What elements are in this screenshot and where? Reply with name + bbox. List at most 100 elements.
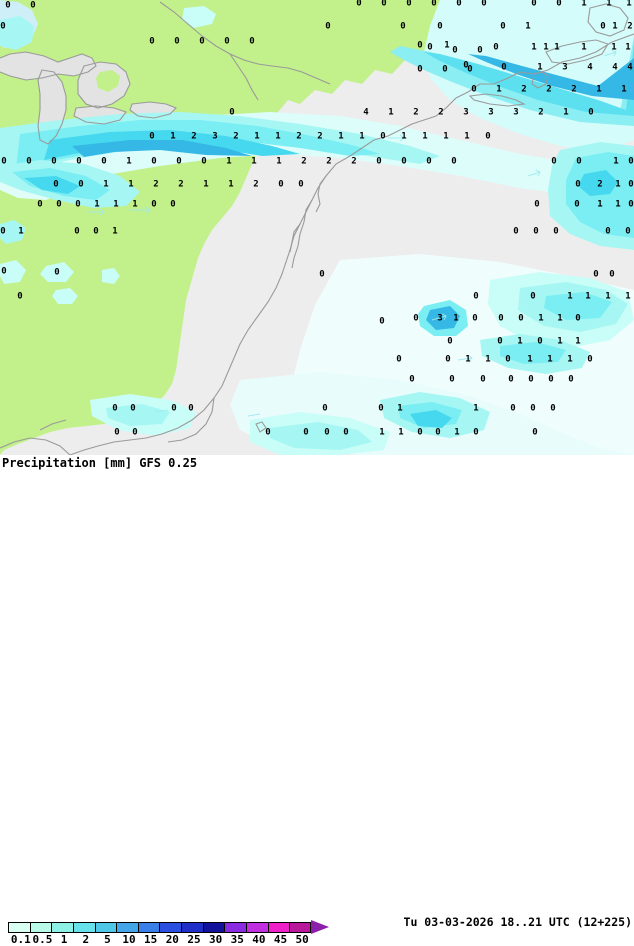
precip-value: 2	[571, 84, 577, 95]
precip-value: 1	[254, 131, 260, 142]
precip-value: 1	[397, 403, 403, 414]
precip-value: 0	[26, 156, 32, 167]
precip-value: 0	[473, 427, 479, 438]
precip-value: 0	[401, 156, 407, 167]
precip-value: 0	[472, 313, 478, 324]
precip-value: 0	[409, 374, 415, 385]
precip-value: 0	[471, 84, 477, 95]
precip-value: 0	[356, 0, 362, 9]
colorbar-tick: 15	[144, 933, 158, 946]
precip-value: 1	[444, 40, 450, 51]
precip-value: 1	[18, 226, 24, 237]
precip-value: 3	[513, 107, 519, 118]
precip-value: 3	[212, 131, 218, 142]
precip-value: 0	[278, 179, 284, 190]
precip-value: 2	[296, 131, 302, 142]
precip-value: 0	[426, 156, 432, 167]
precip-value: 0	[149, 131, 155, 142]
precip-value: 2	[438, 107, 444, 118]
precip-value: 0	[497, 336, 503, 347]
colorbar-tick: 50	[295, 933, 309, 946]
colorbar-swatch	[8, 922, 30, 933]
precip-value: 0	[528, 374, 534, 385]
precipitation-map[interactable]: 0 0 0 0 0 0 0 0 0 0 1 1 1 0 0 0 0 0 1 0 1 2 0 0 0 0 0 0 0 1 1 1 1 1 1 0 0 1 3 4…	[0, 0, 634, 455]
precip-value: 1	[581, 0, 587, 9]
precip-value: 0	[37, 199, 43, 210]
precip-value: 0	[151, 199, 157, 210]
precip-value: 1	[612, 21, 618, 32]
precip-value: 0	[609, 269, 615, 280]
precip-value: 0	[249, 36, 255, 47]
precip-value: 1	[611, 42, 617, 53]
precip-value: 0	[530, 291, 536, 302]
precip-value: 0	[379, 316, 385, 327]
precip-value: 1	[443, 131, 449, 142]
precip-value: 1	[276, 156, 282, 167]
precip-value: 0	[112, 403, 118, 414]
precip-value: 1	[567, 291, 573, 302]
colorbar-arrow-icon	[311, 920, 329, 934]
precip-value: 0	[188, 403, 194, 414]
colorbar-tick: 0.5	[32, 933, 53, 946]
precip-value: 0	[396, 354, 402, 365]
precip-value: 3	[463, 107, 469, 118]
precip-value: 0	[1, 156, 7, 167]
precip-value: 2	[301, 156, 307, 167]
legend-panel: Precipitation [mm] GFS 0.25 0.1 0.5 1 2 5 10 1…	[0, 455, 634, 946]
precip-value: 2	[317, 131, 323, 142]
coastline-layer	[0, 1, 634, 455]
precip-value: 0	[93, 226, 99, 237]
precip-value: 0	[151, 156, 157, 167]
precip-value: 0	[417, 64, 423, 75]
precip-value: 0	[176, 156, 182, 167]
precip-value: 0	[628, 199, 634, 210]
precip-value: 1	[112, 226, 118, 237]
precip-value: 0	[229, 107, 235, 118]
precip-value: 1	[531, 42, 537, 53]
colorbar-tick: 35	[230, 933, 244, 946]
precip-value: 0	[463, 60, 469, 71]
precip-value: 0	[442, 64, 448, 75]
precip-value: 0	[473, 291, 479, 302]
precip-value: 4	[612, 62, 618, 73]
precip-value: 2	[253, 179, 259, 190]
precip-value: 0	[551, 156, 557, 167]
precip-value: 0	[456, 0, 462, 9]
precip-value: 2	[521, 84, 527, 95]
colorbar-tick: 2	[82, 933, 90, 946]
precip-value: 4	[587, 62, 593, 73]
precip-value: 2	[351, 156, 357, 167]
precip-value: 2	[153, 179, 159, 190]
precip-value: 1	[379, 427, 385, 438]
precip-value: 0	[477, 45, 483, 56]
precip-value: 0	[17, 291, 23, 302]
precip-value: 0	[625, 226, 631, 237]
precip-value: 0	[510, 403, 516, 414]
precip-value: 1	[203, 179, 209, 190]
precip-value: 0	[101, 156, 107, 167]
precip-value: 0	[1, 266, 7, 277]
precip-value: 0	[568, 374, 574, 385]
precip-value: 1	[496, 84, 502, 95]
precip-value: 1	[464, 131, 470, 142]
precip-value: 1	[128, 179, 134, 190]
precip-value: 0	[51, 156, 57, 167]
precip-value: 0	[417, 427, 423, 438]
precip-value: 1	[567, 354, 573, 365]
precip-value: 0	[505, 354, 511, 365]
precip-value: 1	[228, 179, 234, 190]
precip-value: 0	[0, 21, 6, 32]
precip-value: 1	[597, 199, 603, 210]
precip-value: 0	[343, 427, 349, 438]
precip-value: 1	[485, 354, 491, 365]
colorbar-tick-labels: 0.1 0.5 1 2 5 10 15 20 25 30 35 40 45 50	[0, 933, 340, 946]
colorbar-swatch	[51, 922, 73, 933]
precip-value: 1	[517, 336, 523, 347]
precip-value: 1	[275, 131, 281, 142]
precip-value: 1	[554, 42, 560, 53]
precip-value: 0	[533, 226, 539, 237]
precip-value: 0	[0, 226, 6, 237]
precip-value: 1	[581, 42, 587, 53]
precip-value: 0	[303, 427, 309, 438]
precip-value: 0	[532, 427, 538, 438]
